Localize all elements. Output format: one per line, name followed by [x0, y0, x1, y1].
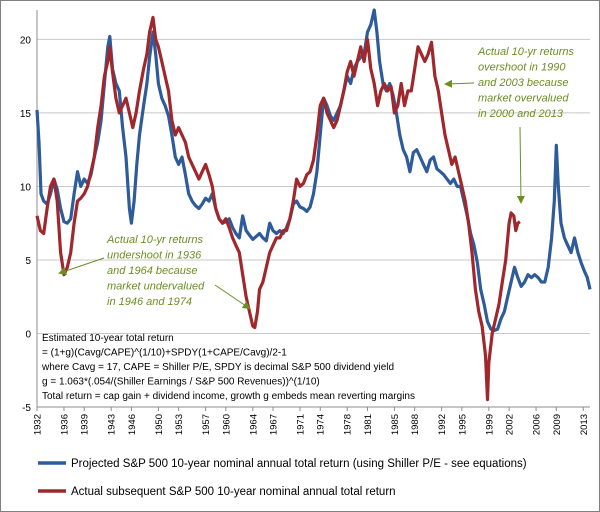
series-layer [35, 8, 592, 402]
undershoot-annotation-line: and 1964 because [107, 265, 198, 277]
undershoot-annotation-line: undershoot in 1936 [107, 250, 202, 262]
equation-line: Estimated 10-year total return [42, 333, 174, 344]
y-tick-label: -5 [22, 403, 31, 414]
x-tick-label: 1946 [127, 414, 138, 435]
x-tick-label: 1974 [316, 414, 327, 435]
y-tick-label: 0 [25, 329, 31, 340]
overshoot-annotation-line: overshoot in 1990 [478, 62, 566, 74]
x-tick-label: 1943 [107, 414, 118, 435]
equation-line: where Cavg = 17, CAPE = Shiller P/E, SPD… [41, 362, 394, 373]
x-tick-label: 1995 [457, 414, 468, 435]
undershoot-arrow-1936 [58, 257, 105, 275]
y-tick-label: 15 [20, 109, 32, 120]
overshoot-annotation-line: in 2000 and 2013 [478, 108, 564, 120]
x-tick-label: 2006 [532, 414, 543, 435]
x-tick-label: 1967 [269, 414, 280, 435]
x-tick-label: 1992 [437, 414, 448, 435]
undershoot-arrow-1964 [214, 284, 251, 310]
x-tick-label: 1985 [390, 414, 401, 435]
x-tick-label: 1932 [33, 414, 44, 435]
x-tick-label: 1999 [484, 414, 495, 435]
undershoot-annotation-line: in 1946 and 1974 [107, 296, 192, 308]
overshoot-arrow-2003 [516, 126, 525, 204]
overshoot-arrow-1990 [444, 79, 475, 88]
x-tick-label: 2009 [552, 414, 563, 435]
x-tick-label: 1939 [80, 414, 91, 435]
overshoot-annotation-line: and 2003 because [478, 77, 569, 89]
equation-line: Total return = cap gain + dividend incom… [42, 391, 415, 402]
x-tick-label: 2002 [505, 414, 516, 435]
legend-label-projected: Projected S&P 500 10-year nominal annual… [71, 458, 527, 470]
undershoot-annotation-line: market undervalued [107, 281, 205, 293]
annotation-layer: Actual 10-yr returns overshoot in 1990 and… [41, 46, 574, 402]
y-tick-label: 20 [20, 35, 32, 46]
actual-return-line [35, 15, 521, 402]
equation-line: g = 1.063*(.054/(Shiller Earnings / S&P … [42, 377, 320, 388]
x-tick-label: 1964 [248, 414, 259, 435]
x-tick-label: 1981 [363, 414, 374, 435]
y-tick-label: 10 [20, 182, 32, 193]
overshoot-annotation-line: market overvalued [478, 93, 569, 105]
y-tick-label: 5 [25, 256, 31, 267]
projected-return-line [35, 8, 592, 333]
x-tick-label: 1950 [154, 414, 165, 435]
equation-line: = (1+g)(Cavg/CAPE)^(1/10)+SPDY(1+CAPE/Ca… [42, 348, 287, 359]
undershoot-annotation-line: Actual 10-yr returns [106, 234, 203, 246]
overshoot-annotation-line: Actual 10-yr returns [477, 46, 574, 58]
legend-layer: Projected S&P 500 10-year nominal annual… [38, 458, 527, 498]
legend-label-actual: Actual subsequent S&P 500 10-year nomina… [71, 486, 396, 498]
x-tick-label: 1971 [296, 414, 307, 435]
x-tick-label: 2013 [579, 414, 590, 435]
x-tick-label: 1957 [201, 414, 212, 435]
x-tick-label: 1978 [343, 414, 354, 435]
x-tick-label: 1953 [174, 414, 185, 435]
x-tick-label: 1936 [59, 414, 70, 435]
x-tick-label: 1988 [410, 414, 421, 435]
x-tick-label: 1960 [221, 414, 232, 435]
